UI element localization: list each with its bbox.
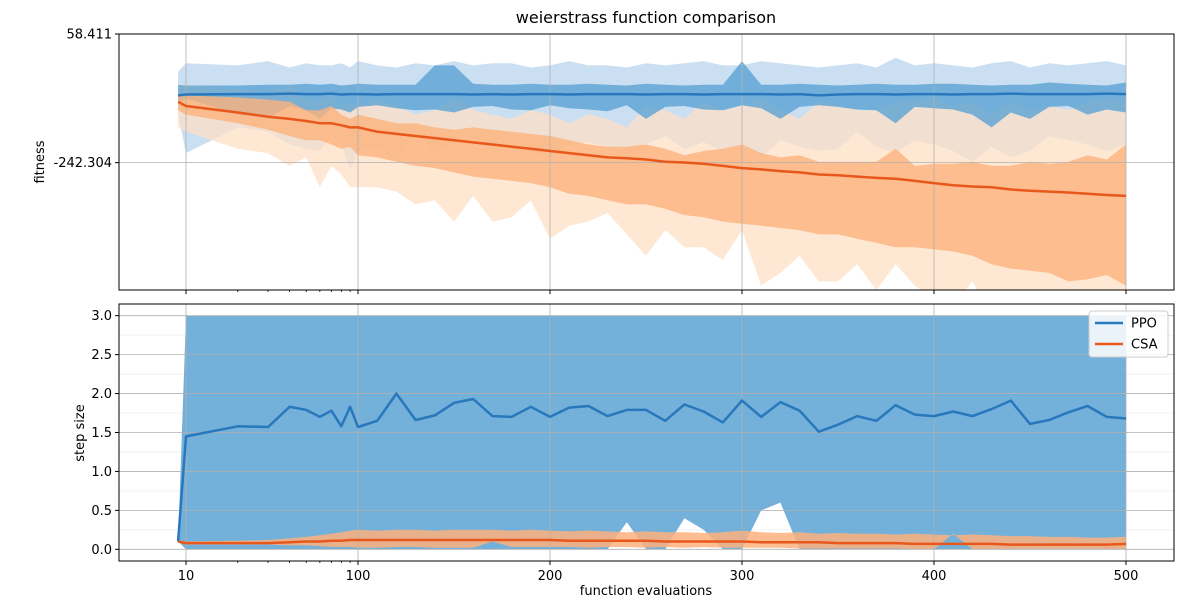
y-tick-label: 0.5	[91, 504, 112, 519]
ppo-series-line	[176, 392, 1127, 542]
bottom-axes: step size function evaluations 10 100 200 3…	[73, 303, 1175, 599]
series-lines	[176, 392, 1127, 546]
top-axes: weierstrass function comparison fitness …	[33, 8, 1175, 294]
x-tick-label: 10	[178, 569, 195, 584]
y-tick-label: -242.304	[54, 156, 112, 171]
bottom-y-axis-label: step size	[73, 404, 88, 461]
y-tick-label: 2.0	[91, 387, 112, 402]
legend-label-ppo: PPO	[1131, 317, 1157, 332]
csa-series-line	[177, 100, 1127, 198]
top-y-axis-label: fitness	[33, 140, 48, 183]
x-tick-label: 400	[922, 569, 947, 584]
x-tick-label: 500	[1114, 569, 1139, 584]
y-tick-label: 1.5	[91, 426, 112, 441]
y-tick-label: 3.0	[91, 309, 112, 324]
top-plot-area: 58.411 -242.304	[54, 28, 1175, 294]
legend-label-csa: CSA	[1131, 338, 1158, 353]
csa-inner-band	[178, 93, 1127, 286]
y-tick-label: 1.0	[91, 465, 112, 480]
ppo-series-line	[177, 92, 1127, 97]
x-tick-label: 200	[538, 569, 563, 584]
csa-band	[178, 529, 1127, 550]
series-lines	[177, 92, 1127, 198]
bottom-plot-area: 10 100 200 300 400 500 0.0 0.5 1.0 1.5 2.0 2.5 3.0	[91, 303, 1175, 584]
x-tick-label: 300	[730, 569, 755, 584]
y-tick-label: 58.411	[67, 28, 113, 43]
x-tick-label: 100	[346, 569, 371, 584]
top-chart-title: weierstrass function comparison	[516, 8, 776, 27]
bottom-x-axis-label: function evaluations	[580, 584, 713, 599]
y-tick-label: 0.0	[91, 543, 112, 558]
legend: PPO CSA	[1088, 310, 1169, 358]
axes-frame	[118, 33, 1175, 291]
csa-series-line	[177, 538, 1127, 546]
y-tick-label: 2.5	[91, 348, 112, 363]
